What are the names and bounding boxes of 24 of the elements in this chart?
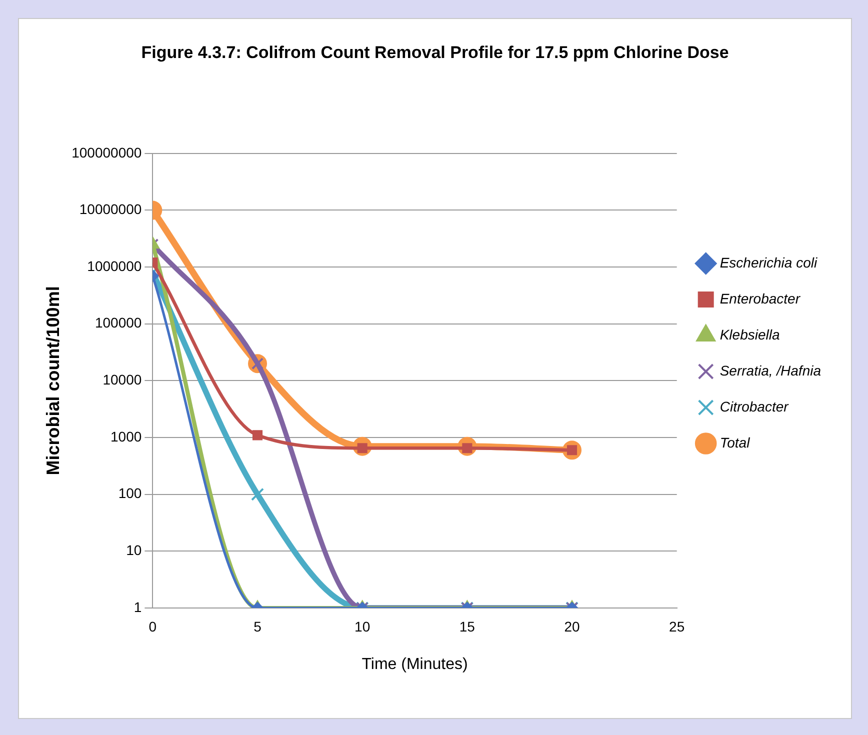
x-tick-label: 0: [148, 618, 157, 634]
x-tick-label: 15: [459, 618, 476, 634]
y-tick-label: 100000000: [72, 144, 142, 160]
y-axis-title: Microbial count/100ml: [42, 286, 63, 476]
legend-label: Klebsiella: [720, 326, 780, 342]
y-tick-label: 1000: [110, 428, 142, 444]
y-tick-label: 1: [134, 598, 142, 615]
legend-label: Total: [720, 434, 751, 450]
y-tick-label: 100000: [94, 314, 142, 331]
legend-label: Enterobacter: [720, 290, 802, 306]
legend-label: Citrobacter: [720, 398, 790, 414]
chart-title: Figure 4.3.7: Colifrom Count Removal Profile for 17.5 ppm Chlorine Dose: [141, 42, 729, 62]
y-tick-label: 1000000: [87, 258, 142, 274]
legend-label: Escherichia coli: [720, 254, 818, 270]
y-tick-label: 10000: [102, 372, 142, 388]
x-tick-label: 20: [564, 618, 580, 634]
y-tick-label: 10000000: [79, 201, 142, 218]
y-tick-label: 100: [118, 485, 142, 502]
x-tick-label: 10: [354, 618, 370, 634]
x-axis-title: Time (Minutes): [362, 656, 468, 673]
y-tick-label: 10: [126, 542, 142, 558]
x-tick-label: 25: [669, 618, 685, 634]
x-tick-label: 5: [254, 618, 262, 634]
legend-label: Serratia, /Hafnia: [720, 362, 822, 378]
